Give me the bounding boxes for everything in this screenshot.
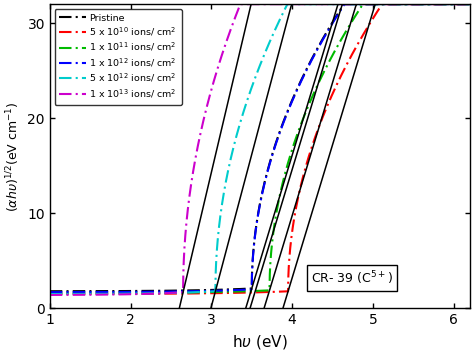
5 x 10$^{10}$ ions/ cm$^{2}$ [379, 2, 385, 6]
Pristine [439, 2, 445, 6]
1 x 10$^{11}$ ions/ cm$^{2}$ [274, 209, 280, 213]
Pristine [467, 2, 473, 6]
Y-axis label: $(\alpha h\upsilon)^{1/2}$(eV cm$^{-1}$): $(\alpha h\upsilon)^{1/2}$(eV cm$^{-1}$) [4, 101, 22, 212]
Pristine [47, 289, 53, 293]
5 x 10$^{12}$ ions/ cm$^{2}$ [274, 24, 280, 28]
5 x 10$^{10}$ ions/ cm$^{2}$ [364, 26, 370, 30]
5 x 10$^{10}$ ions/ cm$^{2}$ [47, 292, 53, 296]
5 x 10$^{12}$ ions/ cm$^{2}$ [439, 2, 445, 6]
1 x 10$^{13}$ ions/ cm$^{2}$ [274, 2, 280, 6]
1 x 10$^{11}$ ions/ cm$^{2}$ [360, 2, 366, 6]
Line: 5 x 10$^{10}$ ions/ cm$^{2}$: 5 x 10$^{10}$ ions/ cm$^{2}$ [50, 4, 470, 294]
1 x 10$^{13}$ ions/ cm$^{2}$ [467, 2, 473, 6]
1 x 10$^{11}$ ions/ cm$^{2}$ [88, 291, 93, 295]
1 x 10$^{11}$ ions/ cm$^{2}$ [467, 2, 473, 6]
Line: 1 x 10$^{13}$ ions/ cm$^{2}$: 1 x 10$^{13}$ ions/ cm$^{2}$ [50, 4, 470, 295]
Pristine [88, 289, 93, 293]
5 x 10$^{12}$ ions/ cm$^{2}$ [365, 2, 370, 6]
1 x 10$^{11}$ ions/ cm$^{2}$ [439, 2, 445, 6]
5 x 10$^{12}$ ions/ cm$^{2}$ [192, 290, 198, 294]
1 x 10$^{11}$ ions/ cm$^{2}$ [346, 24, 352, 29]
Pristine [341, 2, 347, 6]
5 x 10$^{12}$ ions/ cm$^{2}$ [284, 2, 290, 6]
1 x 10$^{13}$ ions/ cm$^{2}$ [439, 2, 445, 6]
Legend: Pristine, 5 x 10$^{10}$ ions/ cm$^{2}$, 1 x 10$^{11}$ ions/ cm$^{2}$, 1 x 10$^{1: Pristine, 5 x 10$^{10}$ ions/ cm$^{2}$, … [55, 9, 182, 104]
1 x 10$^{13}$ ions/ cm$^{2}$ [365, 2, 370, 6]
Line: 1 x 10$^{11}$ ions/ cm$^{2}$: 1 x 10$^{11}$ ions/ cm$^{2}$ [50, 4, 470, 293]
5 x 10$^{12}$ ions/ cm$^{2}$ [88, 292, 93, 296]
1 x 10$^{12}$ ions/ cm$^{2}$ [467, 2, 473, 6]
Pristine [365, 2, 370, 6]
1 x 10$^{13}$ ions/ cm$^{2}$ [192, 156, 198, 160]
5 x 10$^{10}$ ions/ cm$^{2}$ [192, 291, 198, 296]
1 x 10$^{11}$ ions/ cm$^{2}$ [192, 290, 198, 294]
Text: CR- 39 (C$^{5+}$): CR- 39 (C$^{5+}$) [311, 269, 393, 287]
5 x 10$^{12}$ ions/ cm$^{2}$ [467, 2, 473, 6]
1 x 10$^{13}$ ions/ cm$^{2}$ [237, 2, 243, 6]
1 x 10$^{13}$ ions/ cm$^{2}$ [47, 293, 53, 297]
1 x 10$^{13}$ ions/ cm$^{2}$ [88, 293, 93, 297]
1 x 10$^{11}$ ions/ cm$^{2}$ [365, 2, 370, 6]
1 x 10$^{12}$ ions/ cm$^{2}$ [365, 2, 370, 6]
5 x 10$^{12}$ ions/ cm$^{2}$ [47, 292, 53, 296]
Pristine [192, 288, 198, 293]
5 x 10$^{10}$ ions/ cm$^{2}$ [439, 2, 445, 6]
1 x 10$^{11}$ ions/ cm$^{2}$ [47, 291, 53, 295]
1 x 10$^{12}$ ions/ cm$^{2}$ [88, 290, 93, 294]
5 x 10$^{12}$ ions/ cm$^{2}$ [346, 2, 352, 6]
5 x 10$^{10}$ ions/ cm$^{2}$ [346, 59, 352, 63]
X-axis label: h$\upsilon$ (eV): h$\upsilon$ (eV) [232, 333, 288, 351]
1 x 10$^{12}$ ions/ cm$^{2}$ [342, 2, 347, 6]
1 x 10$^{12}$ ions/ cm$^{2}$ [192, 289, 198, 293]
5 x 10$^{10}$ ions/ cm$^{2}$ [467, 2, 473, 6]
Line: 5 x 10$^{12}$ ions/ cm$^{2}$: 5 x 10$^{12}$ ions/ cm$^{2}$ [50, 4, 470, 294]
1 x 10$^{12}$ ions/ cm$^{2}$ [47, 290, 53, 294]
Line: 1 x 10$^{12}$ ions/ cm$^{2}$: 1 x 10$^{12}$ ions/ cm$^{2}$ [50, 4, 470, 292]
Line: Pristine: Pristine [50, 4, 470, 291]
Pristine [274, 138, 280, 143]
1 x 10$^{12}$ ions/ cm$^{2}$ [439, 2, 445, 6]
5 x 10$^{10}$ ions/ cm$^{2}$ [274, 290, 280, 294]
5 x 10$^{10}$ ions/ cm$^{2}$ [88, 292, 93, 296]
Pristine [346, 2, 352, 6]
1 x 10$^{12}$ ions/ cm$^{2}$ [346, 2, 352, 6]
1 x 10$^{13}$ ions/ cm$^{2}$ [346, 2, 352, 6]
1 x 10$^{12}$ ions/ cm$^{2}$ [274, 140, 280, 144]
